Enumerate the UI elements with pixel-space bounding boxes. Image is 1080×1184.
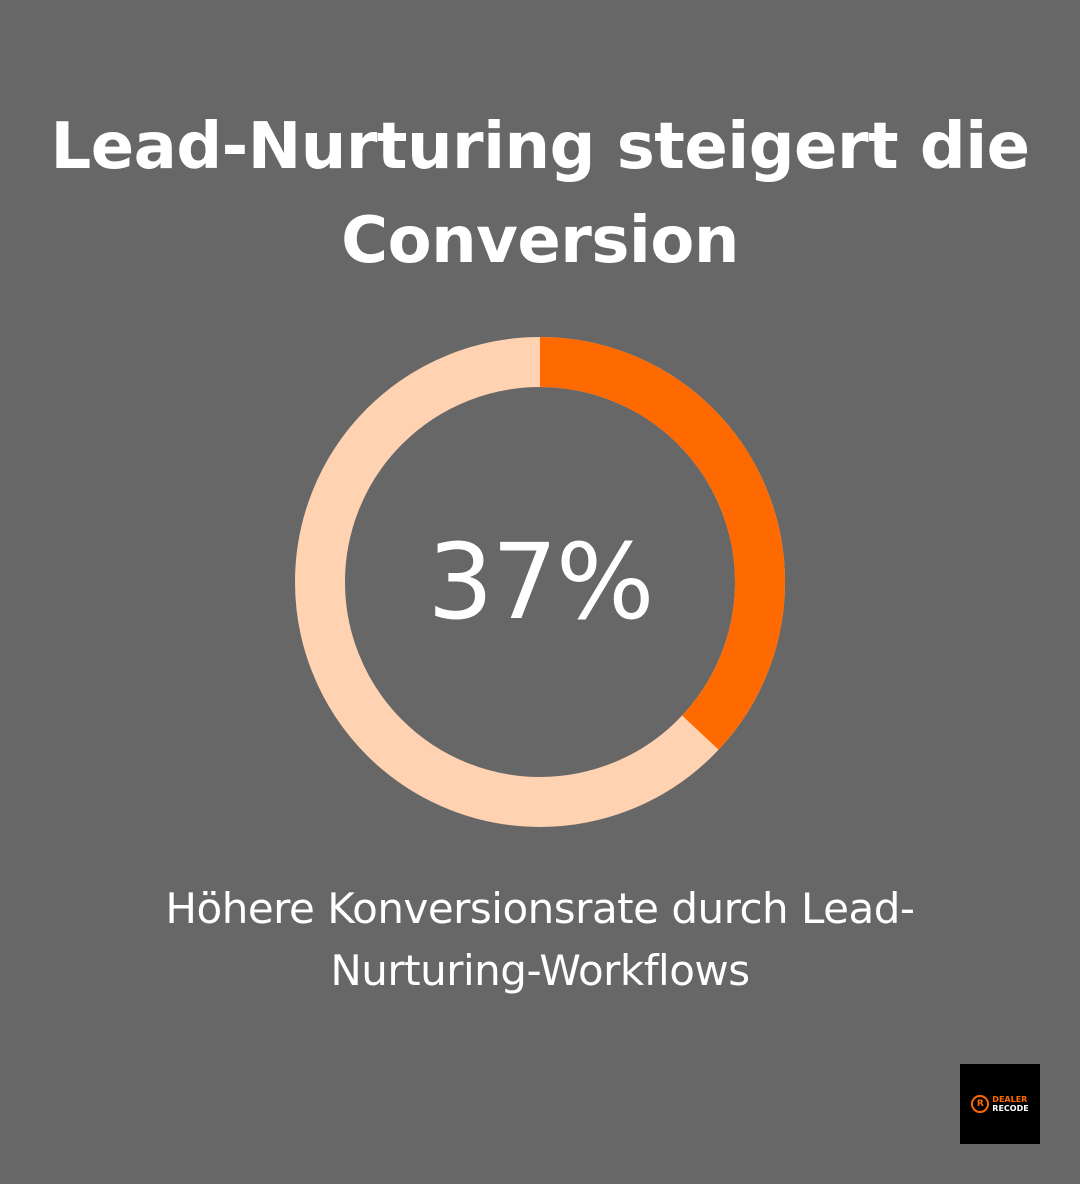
chart-caption: Höhere Konversionsrate durch Lead-Nurtur… (165, 884, 915, 995)
chart-value-label: 37% (427, 521, 654, 643)
page-title: Lead-Nurturing steigert die Conversion (50, 110, 1030, 278)
donut-value-arc (539, 337, 785, 750)
brand-logo: R DEALER RECODE (960, 1064, 1040, 1144)
logo-line-2: RECODE (992, 1104, 1029, 1113)
r-circle-icon: R (971, 1095, 990, 1113)
donut-chart (295, 337, 785, 827)
logo-line-1: DEALER (992, 1095, 1028, 1104)
logo-wordmark: DEALER RECODE (992, 1095, 1028, 1113)
